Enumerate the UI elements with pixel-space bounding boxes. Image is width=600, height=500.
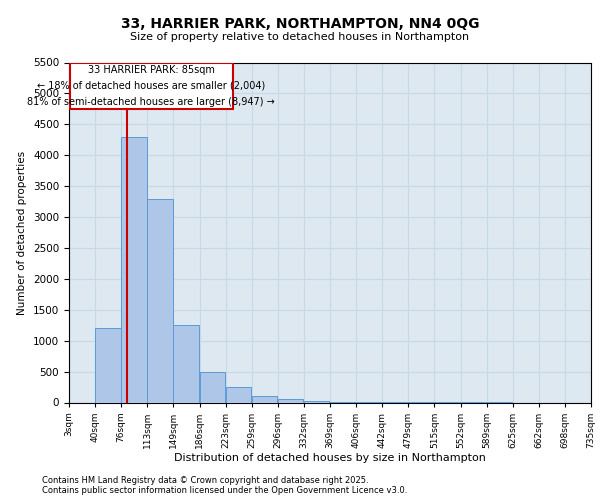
X-axis label: Distribution of detached houses by size in Northampton: Distribution of detached houses by size … <box>174 454 486 464</box>
Bar <box>70 63 233 109</box>
Bar <box>278 400 304 402</box>
Bar <box>226 387 251 402</box>
Text: 33 HARRIER PARK: 85sqm
← 18% of detached houses are smaller (2,004)
81% of semi-: 33 HARRIER PARK: 85sqm ← 18% of detached… <box>28 66 275 106</box>
Text: Size of property relative to detached houses in Northampton: Size of property relative to detached ho… <box>130 32 470 42</box>
Bar <box>199 372 225 402</box>
Bar <box>121 136 147 402</box>
Text: 33, HARRIER PARK, NORTHAMPTON, NN4 0QG: 33, HARRIER PARK, NORTHAMPTON, NN4 0QG <box>121 18 479 32</box>
Bar <box>95 328 121 402</box>
Bar <box>173 325 199 402</box>
Y-axis label: Number of detached properties: Number of detached properties <box>17 150 28 314</box>
Bar <box>252 396 277 402</box>
Bar <box>304 400 329 402</box>
Bar <box>148 198 173 402</box>
Text: Contains public sector information licensed under the Open Government Licence v3: Contains public sector information licen… <box>42 486 407 495</box>
Text: Contains HM Land Registry data © Crown copyright and database right 2025.: Contains HM Land Registry data © Crown c… <box>42 476 368 485</box>
